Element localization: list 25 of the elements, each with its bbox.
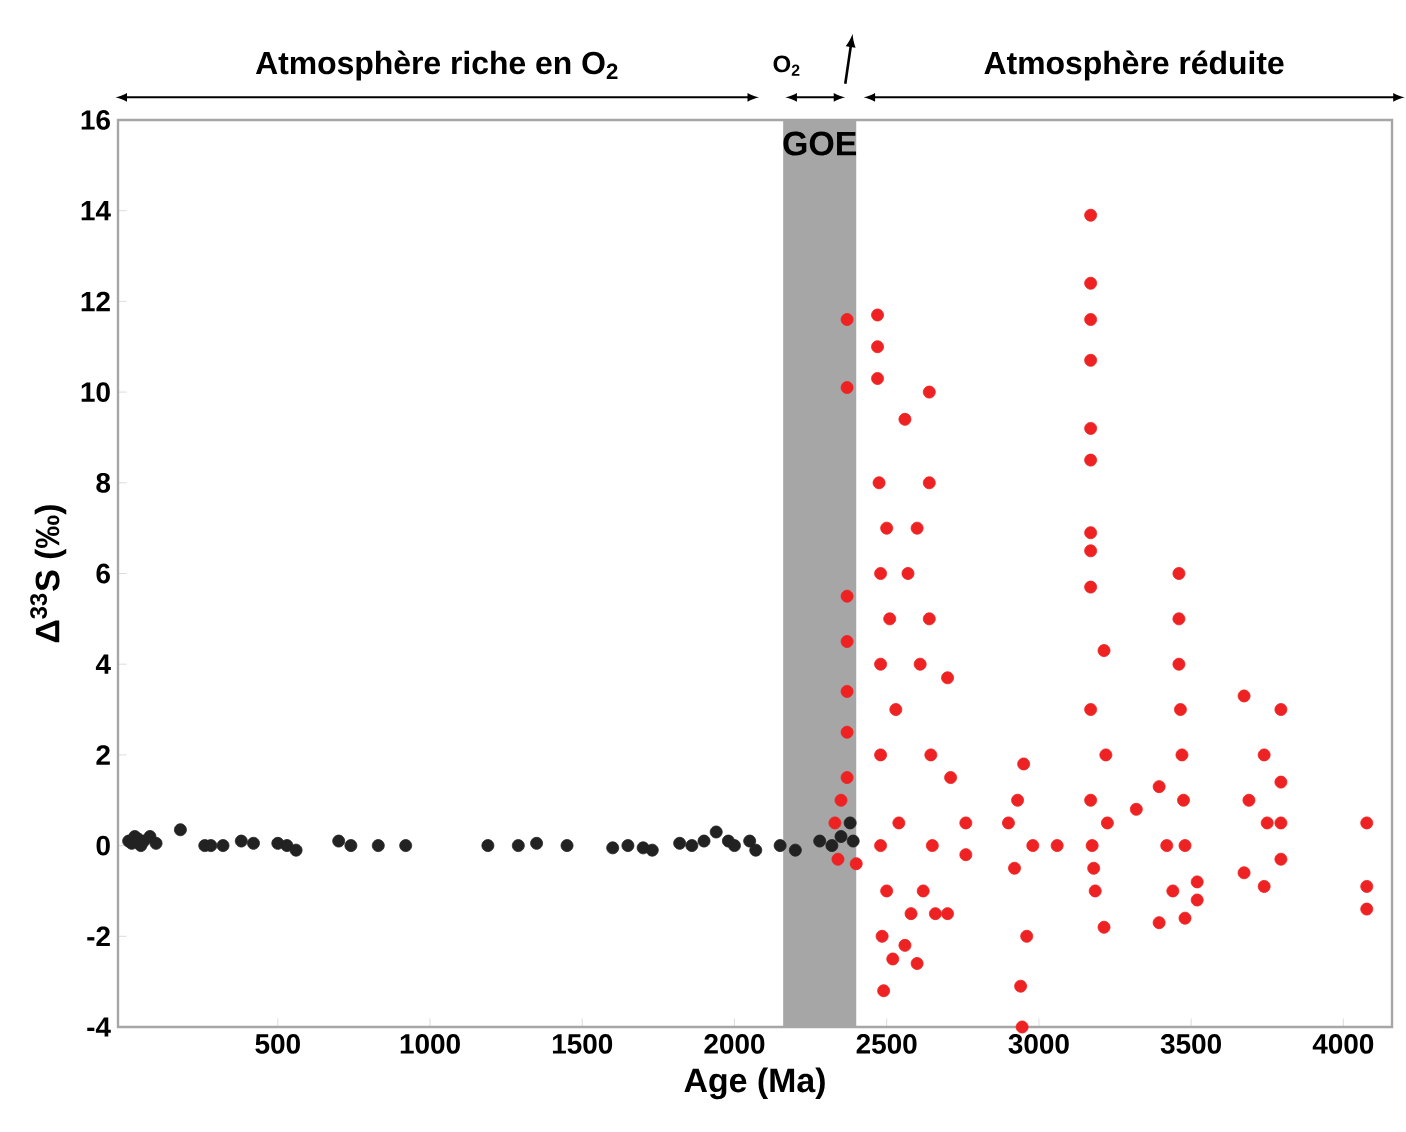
y-tick-label: 8 xyxy=(96,472,111,493)
x-tick-label: 3500 xyxy=(1160,1034,1221,1054)
y-tick-label: 12 xyxy=(81,291,110,312)
x-axis-title: Age (Ma) xyxy=(684,1067,825,1100)
y-tick-label: 2 xyxy=(96,745,110,765)
y-tick-label: 14 xyxy=(81,201,111,221)
y-tick-label: 4 xyxy=(95,654,111,674)
x-tick-label: 2500 xyxy=(856,1034,917,1054)
text: O$_{2}$ xyxy=(773,55,800,76)
y-tick-label: -4 xyxy=(87,1017,111,1037)
x-tick-label: 2000 xyxy=(704,1034,765,1054)
y-axis-title: Δ$^{33}$S (‰) xyxy=(30,505,67,643)
y-tick-label: 6 xyxy=(96,563,110,584)
y-tick-label: 10 xyxy=(81,382,110,402)
x-tick-label: 3000 xyxy=(1008,1034,1069,1054)
text: Atmosphère réduite xyxy=(984,50,1284,81)
x-tick-label: 1000 xyxy=(400,1034,460,1054)
y-tick-label: 0 xyxy=(96,835,110,856)
x-tick-label: 500 xyxy=(255,1034,300,1054)
x-tick-label: 4000 xyxy=(1312,1034,1374,1054)
band-label: GOE xyxy=(783,131,857,156)
y-tick-label: 16 xyxy=(81,110,110,130)
text: Atmosphère riche en O$_{2}$ xyxy=(255,50,618,81)
y-tick-label: -2 xyxy=(87,926,110,947)
x-tick-label: 1500 xyxy=(552,1034,613,1054)
